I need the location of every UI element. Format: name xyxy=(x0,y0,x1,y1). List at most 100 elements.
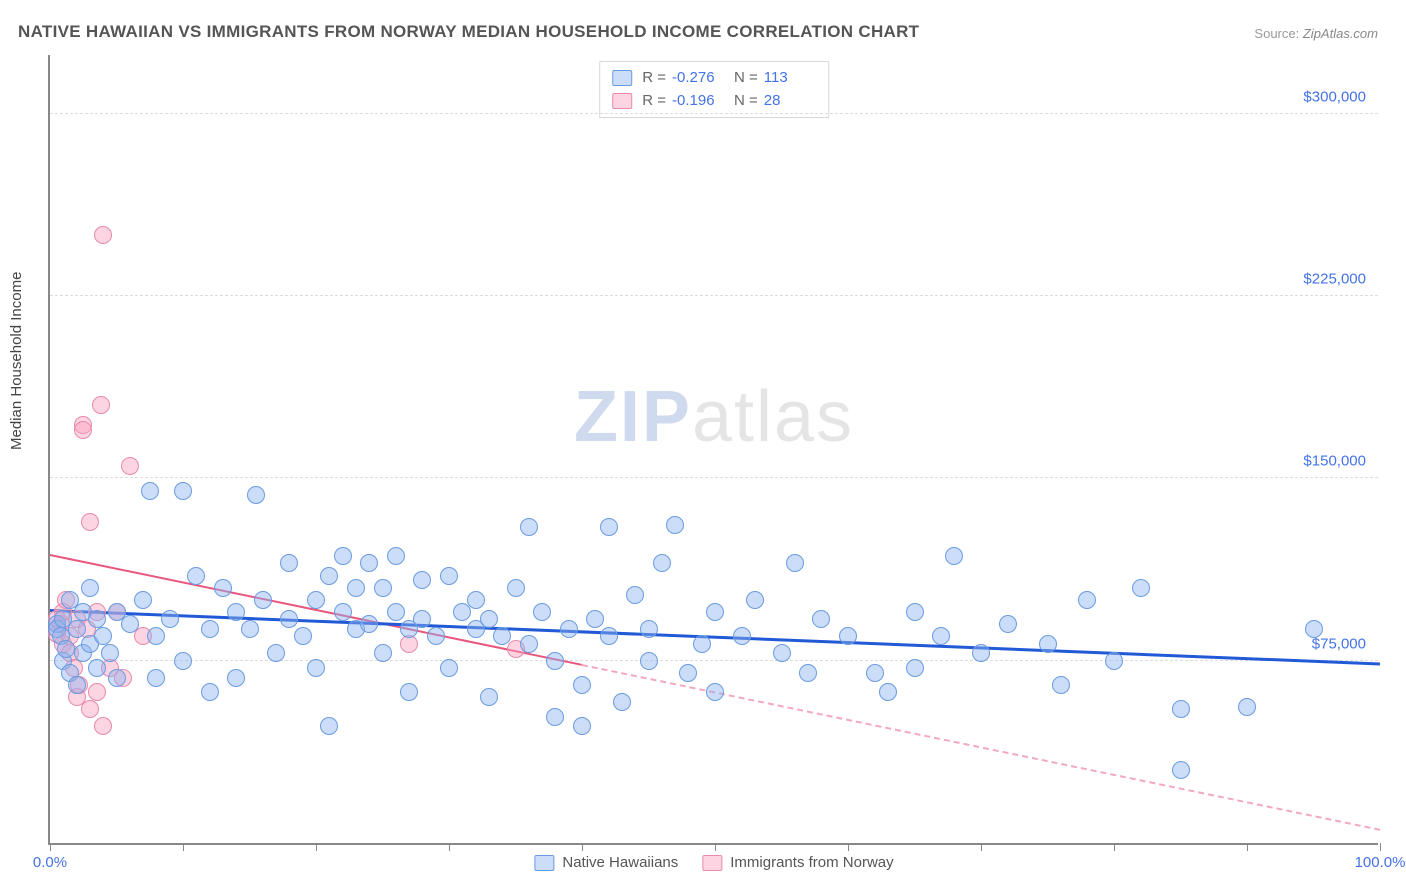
blue-point xyxy=(307,659,325,677)
blue-point xyxy=(427,627,445,645)
blue-point xyxy=(546,708,564,726)
blue-point xyxy=(247,486,265,504)
blue-point xyxy=(480,610,498,628)
legend-row-blue: R = -0.276 N = 113 xyxy=(612,67,816,90)
y-tick-label: $225,000 xyxy=(1303,271,1366,288)
blue-point xyxy=(586,610,604,628)
blue-point xyxy=(1172,761,1190,779)
x-tick xyxy=(449,843,450,851)
blue-point xyxy=(88,610,106,628)
blue-point xyxy=(360,554,378,572)
pink-point xyxy=(81,700,99,718)
y-tick-label: $300,000 xyxy=(1303,88,1366,105)
legend-blue-label: Native Hawaiians xyxy=(562,854,678,871)
blue-point xyxy=(613,693,631,711)
watermark-zip: ZIP xyxy=(574,377,692,457)
blue-point xyxy=(706,603,724,621)
blue-point xyxy=(533,603,551,621)
y-axis-label: Median Household Income xyxy=(8,272,25,450)
blue-point xyxy=(1238,698,1256,716)
blue-point xyxy=(94,627,112,645)
blue-point xyxy=(440,659,458,677)
blue-point xyxy=(945,547,963,565)
blue-point xyxy=(493,627,511,645)
blue-point xyxy=(241,620,259,638)
blue-point xyxy=(666,516,684,534)
legend-pink-label: Immigrants from Norway xyxy=(730,854,893,871)
x-tick-label: 100.0% xyxy=(1355,854,1406,871)
blue-point xyxy=(387,547,405,565)
y-tick-label: $75,000 xyxy=(1312,635,1366,652)
blue-point xyxy=(866,664,884,682)
blue-point xyxy=(520,635,538,653)
legend-series: Native Hawaiians Immigrants from Norway xyxy=(534,854,893,871)
blue-point xyxy=(214,579,232,597)
blue-point xyxy=(520,518,538,536)
legend-swatch-blue xyxy=(612,70,632,86)
legend-swatch-blue xyxy=(534,855,554,871)
blue-point xyxy=(187,567,205,585)
blue-point xyxy=(626,586,644,604)
source-label: Source: xyxy=(1254,26,1299,41)
blue-point xyxy=(1132,579,1150,597)
blue-point xyxy=(101,644,119,662)
blue-point xyxy=(68,676,86,694)
blue-point xyxy=(147,669,165,687)
blue-point xyxy=(999,615,1017,633)
blue-point xyxy=(1039,635,1057,653)
blue-point xyxy=(161,610,179,628)
blue-point xyxy=(733,627,751,645)
blue-point xyxy=(640,620,658,638)
source-attribution: Source: ZipAtlas.com xyxy=(1254,26,1378,41)
blue-point xyxy=(280,610,298,628)
blue-point xyxy=(546,652,564,670)
pink-point xyxy=(74,421,92,439)
blue-point xyxy=(201,683,219,701)
chart-container: NATIVE HAWAIIAN VS IMMIGRANTS FROM NORWA… xyxy=(0,0,1406,892)
blue-point xyxy=(799,664,817,682)
watermark: ZIPatlas xyxy=(574,376,854,458)
blue-point xyxy=(972,644,990,662)
blue-point xyxy=(507,579,525,597)
pink-point xyxy=(94,226,112,244)
blue-point xyxy=(387,603,405,621)
blue-point xyxy=(400,683,418,701)
blue-point xyxy=(334,547,352,565)
blue-point xyxy=(320,567,338,585)
blue-point xyxy=(600,518,618,536)
blue-point xyxy=(573,676,591,694)
legend-row-pink: R = -0.196 N = 28 xyxy=(612,90,816,113)
blue-point xyxy=(108,669,126,687)
x-tick xyxy=(183,843,184,851)
blue-point xyxy=(812,610,830,628)
blue-point xyxy=(147,627,165,645)
y-tick-label: $150,000 xyxy=(1303,453,1366,470)
blue-point xyxy=(374,579,392,597)
legend-item-pink: Immigrants from Norway xyxy=(702,854,893,871)
blue-point xyxy=(560,620,578,638)
blue-point xyxy=(693,635,711,653)
blue-point xyxy=(267,644,285,662)
pink-point xyxy=(121,457,139,475)
blue-point xyxy=(906,659,924,677)
x-tick xyxy=(582,843,583,851)
x-tick xyxy=(1114,843,1115,851)
trend-line xyxy=(582,664,1380,831)
blue-point xyxy=(706,683,724,701)
blue-point xyxy=(141,482,159,500)
blue-point xyxy=(201,620,219,638)
blue-point xyxy=(57,640,75,658)
legend-swatch-pink xyxy=(702,855,722,871)
x-tick xyxy=(848,843,849,851)
blue-point xyxy=(307,591,325,609)
blue-point xyxy=(280,554,298,572)
blue-point xyxy=(68,620,86,638)
x-tick xyxy=(1247,843,1248,851)
legend-n-label: N = xyxy=(734,67,758,90)
blue-point xyxy=(1105,652,1123,670)
blue-point xyxy=(786,554,804,572)
blue-point xyxy=(81,579,99,597)
blue-point xyxy=(839,627,857,645)
x-tick xyxy=(316,843,317,851)
blue-point xyxy=(413,571,431,589)
